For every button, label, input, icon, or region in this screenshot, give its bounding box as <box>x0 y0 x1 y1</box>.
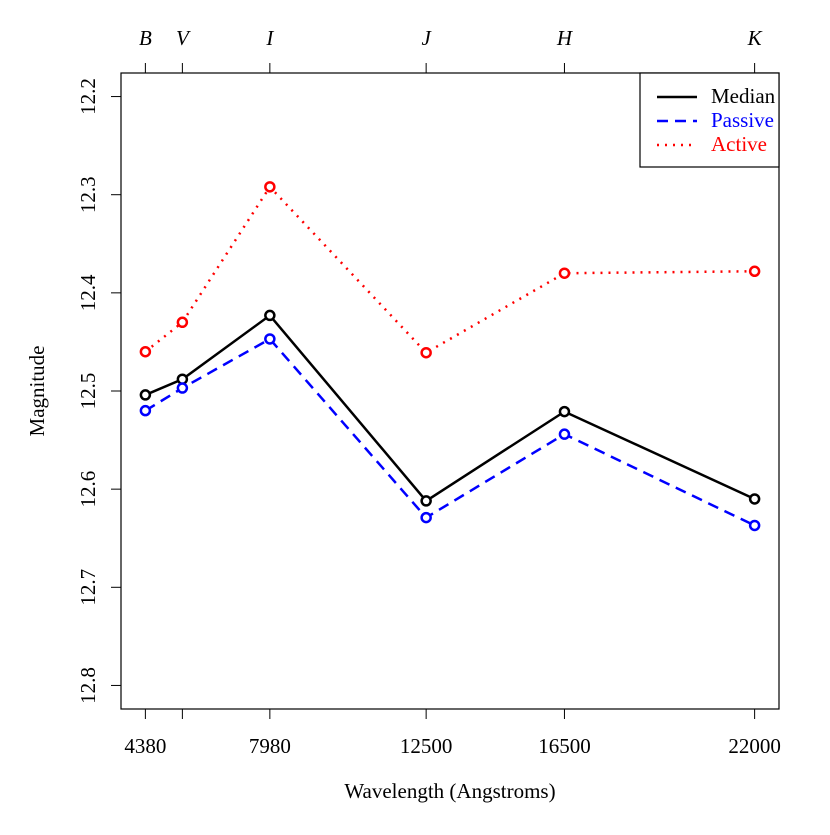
x-tick-label: 12500 <box>400 734 453 758</box>
legend-label: Passive <box>711 108 774 132</box>
point <box>264 181 276 193</box>
point <box>748 519 761 532</box>
y-tick-label: 12.7 <box>76 569 100 606</box>
y-tick-label: 12.6 <box>76 471 100 508</box>
point <box>139 404 152 417</box>
x-tick-label: 22000 <box>728 734 781 758</box>
x-tick-label: 4380 <box>124 734 166 758</box>
x-tick-label: 16500 <box>538 734 591 758</box>
point <box>558 405 571 418</box>
top-tick-label: J <box>421 26 432 50</box>
y-tick-label: 12.4 <box>76 274 100 311</box>
y-axis-label: Magnitude <box>25 346 49 437</box>
y-tick-label: 12.3 <box>76 176 100 213</box>
top-tick-label: V <box>176 26 191 50</box>
point <box>748 493 761 505</box>
point <box>420 495 432 507</box>
point <box>176 316 189 329</box>
point <box>176 382 189 394</box>
point <box>264 333 276 345</box>
series-line <box>144 184 755 355</box>
y-tick-label: 12.2 <box>76 78 100 115</box>
point <box>139 345 152 358</box>
point <box>748 265 761 278</box>
x-tick-label: 7980 <box>249 734 291 758</box>
point <box>558 267 571 279</box>
top-tick-label: I <box>265 26 274 50</box>
top-tick-label: H <box>556 26 574 50</box>
y-tick-label: 12.5 <box>76 373 100 410</box>
point <box>264 309 276 322</box>
point <box>139 389 152 401</box>
top-tick-label: K <box>747 26 763 50</box>
legend-label: Active <box>711 132 767 156</box>
y-tick-label: 12.8 <box>76 667 100 704</box>
top-tick-label: B <box>139 26 152 50</box>
point <box>420 346 432 359</box>
point <box>420 511 432 524</box>
point <box>558 428 571 440</box>
legend-label: Median <box>711 84 776 108</box>
x-axis-label: Wavelength (Angstroms) <box>344 779 555 803</box>
series-line <box>144 313 756 503</box>
series-line <box>144 337 756 527</box>
plot-frame <box>120 72 780 710</box>
